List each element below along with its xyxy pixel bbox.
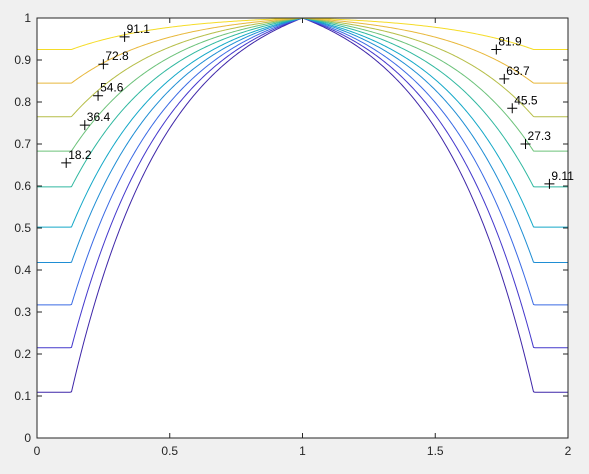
- contour-label-8: 81.9: [498, 35, 522, 49]
- contour-label-2: 27.3: [528, 129, 552, 143]
- contour-label-3: 36.4: [87, 110, 111, 124]
- contour-label-marker-5: [93, 90, 104, 101]
- y-tick-label-7: 0.7: [14, 137, 31, 151]
- y-tick-label-0: 0: [24, 431, 31, 445]
- contour-label-6: 63.7: [506, 64, 530, 78]
- x-tick-label-2: 1: [299, 444, 306, 458]
- contour-label-markers: [61, 31, 555, 189]
- contour-label-marker-4: [507, 103, 518, 114]
- contour-label-marker-3: [79, 120, 90, 131]
- y-tick-label-5: 0.5: [14, 221, 31, 235]
- contour-label-marker-7: [98, 59, 109, 70]
- contour-label-marker-1: [61, 157, 72, 168]
- x-tick-label-1: 0.5: [161, 444, 178, 458]
- y-tick-label-8: 0.8: [14, 95, 31, 109]
- contour-label-marker-9: [119, 31, 130, 42]
- y-tick-label-9: 0.9: [14, 53, 31, 67]
- contour-label-1: 18.2: [68, 148, 92, 162]
- x-tick-label-3: 1.5: [427, 444, 444, 458]
- y-tick-label-6: 0.6: [14, 179, 31, 193]
- y-tick-label-10: 1: [24, 11, 31, 25]
- x-tick-label-0: 0: [34, 444, 41, 458]
- x-axis-ticks: 0 0.5 1 1.5 2: [34, 18, 572, 458]
- contour-label-9: 91.1: [127, 22, 151, 36]
- contour-label-7: 72.8: [105, 49, 129, 63]
- contour-label-4: 45.5: [514, 93, 538, 107]
- y-tick-label-1: 0.1: [14, 389, 31, 403]
- contour-label-marker-0: [544, 178, 555, 189]
- contour-label-marker-8: [491, 44, 502, 55]
- x-tick-label-4: 2: [565, 444, 572, 458]
- contour-label-5: 54.6: [100, 81, 124, 95]
- y-axis-ticks: 0 0.1 0.2 0.3 0.4 0.5 0.6 0.7 0.8 0.9 1: [14, 11, 568, 445]
- contour-label-marker-2: [520, 139, 531, 149]
- contour-labels: 9.11 18.2 27.3 36.4 45.5 54.6 63.7 72.8 81.9 91.1: [68, 22, 574, 183]
- y-tick-label-2: 0.2: [14, 347, 31, 361]
- contour-label-0: 9.11: [551, 169, 574, 183]
- contour-label-marker-6: [499, 73, 510, 84]
- y-tick-label-3: 0.3: [14, 305, 31, 319]
- y-tick-label-4: 0.4: [14, 263, 31, 277]
